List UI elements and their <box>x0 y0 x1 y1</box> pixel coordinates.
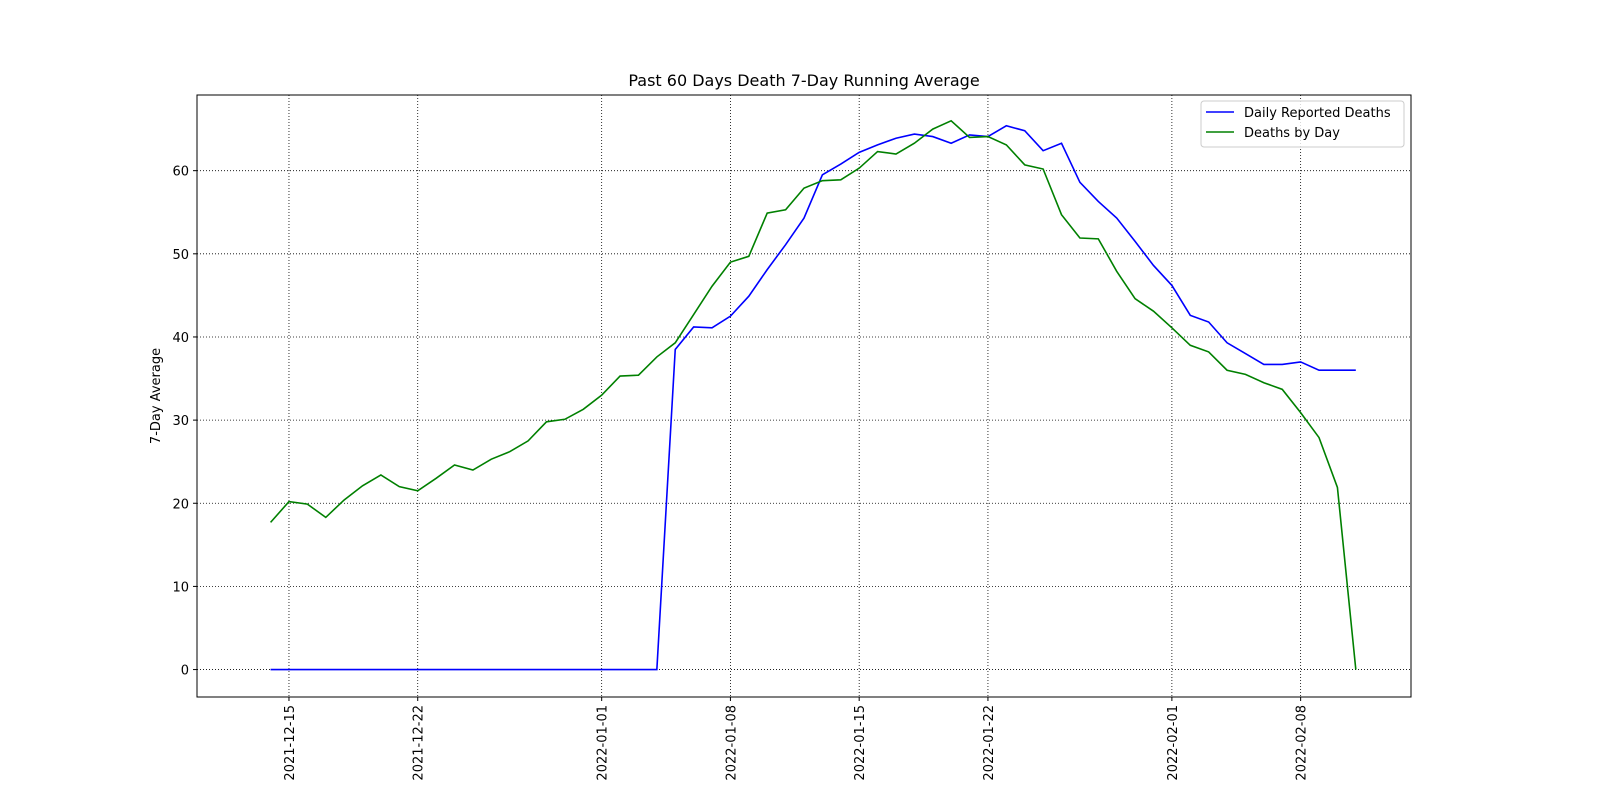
y-tick-label: 20 <box>172 497 189 512</box>
x-tick-label: 2022-01-15 <box>853 705 868 781</box>
x-tick-label: 2022-01-22 <box>982 705 997 781</box>
y-tick-label: 10 <box>172 580 189 595</box>
series-line <box>270 124 1356 671</box>
axes-frame <box>196 94 1412 698</box>
x-tick-label: 2021-12-22 <box>412 705 427 781</box>
legend-label: Deaths by Day <box>1244 126 1340 141</box>
legend-label: Daily Reported Deaths <box>1244 106 1391 121</box>
chart-title: Past 60 Days Death 7-Day Running Average <box>628 71 979 90</box>
x-tick-label: 2022-02-08 <box>1295 705 1310 781</box>
y-tick-label: 0 <box>181 664 189 679</box>
x-tick-label: 2022-02-01 <box>1166 705 1181 781</box>
x-tick-label: 2021-12-15 <box>283 705 298 781</box>
legend <box>1200 100 1405 148</box>
y-tick-label: 40 <box>172 331 189 346</box>
series-line <box>269 119 1357 670</box>
y-axis-label: 7-Day Average <box>149 348 164 444</box>
x-tick-label: 2022-01-08 <box>724 705 739 781</box>
y-tick-label: 60 <box>172 165 189 180</box>
y-tick-label: 50 <box>172 248 189 263</box>
x-tick-label: 2022-01-01 <box>596 705 611 781</box>
y-tick-label: 30 <box>172 414 189 429</box>
